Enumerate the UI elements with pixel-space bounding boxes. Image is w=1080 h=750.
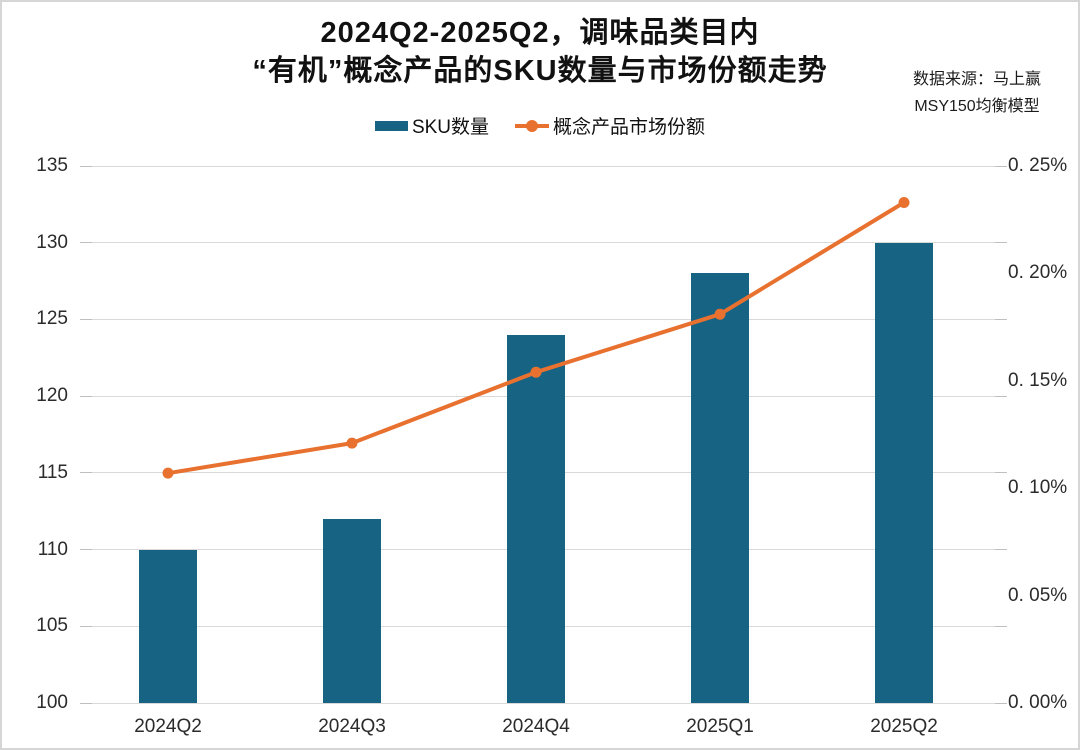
share-point-marker: [162, 467, 174, 479]
right-tick: [995, 702, 1007, 704]
left-axis-label: 100: [36, 692, 68, 713]
chart-title: 2024Q2-2025Q2，调味品类目内 “有机”概念产品的SKU数量与市场份额…: [2, 14, 1078, 90]
left-tick: [80, 472, 92, 474]
legend-label-share: 概念产品市场份额: [553, 117, 706, 138]
left-axis-label: 105: [36, 615, 68, 637]
left-axis-label: 130: [36, 231, 68, 253]
chart-legend: SKU数量 概念产品市场份额: [2, 112, 1078, 139]
data-source-line2: MSY150均衡模型: [914, 98, 1040, 115]
right-axis-label: 0. 00%: [1008, 692, 1068, 713]
sku-bar: [691, 273, 749, 703]
left-tick: [80, 395, 92, 397]
gridline: [92, 702, 995, 704]
x-axis-label: 2024Q3: [318, 716, 386, 737]
left-tick: [80, 242, 92, 244]
right-tick: [995, 242, 1007, 244]
x-axis-label: 2025Q1: [686, 716, 754, 737]
share-line: [166, 200, 906, 476]
legend-item-share: 概念产品市场份额: [515, 112, 705, 139]
left-axis-label: 135: [36, 155, 68, 176]
gridline: [92, 165, 995, 167]
legend-item-sku: SKU数量: [374, 112, 490, 139]
sku-bar: [507, 334, 565, 703]
x-axis-label: 2025Q2: [870, 716, 938, 737]
legend-label-sku: SKU数量: [411, 117, 490, 138]
line-dot-swatch-icon: [515, 119, 550, 132]
chart-title-line1: 2024Q2-2025Q2，调味品类目内: [320, 17, 760, 49]
left-tick: [80, 625, 92, 627]
right-tick: [995, 549, 1007, 551]
right-axis-label: 0. 05%: [1008, 584, 1068, 606]
sku-bar: [139, 549, 197, 703]
left-tick: [80, 549, 92, 551]
sku-bar: [323, 518, 381, 703]
share-point-marker: [530, 366, 542, 378]
x-axis-label: 2024Q2: [134, 716, 202, 737]
left-axis-label: 115: [37, 461, 68, 483]
data-source-line1: 数据来源：马上赢: [912, 71, 1041, 88]
sku-bar: [875, 242, 933, 703]
right-tick: [995, 318, 1007, 320]
left-tick: [80, 165, 92, 167]
left-tick: [80, 702, 92, 704]
gridline: [92, 242, 995, 244]
left-axis-label: 120: [36, 385, 68, 407]
data-source-note: 数据来源：马上赢 MSY150均衡模型: [888, 66, 1066, 120]
right-axis-label: 0. 20%: [1008, 262, 1068, 284]
right-axis-label: 0. 15%: [1008, 369, 1068, 391]
chart-title-line2: “有机”概念产品的SKU数量与市场份额走势: [252, 55, 828, 87]
right-tick: [995, 625, 1007, 627]
right-tick: [995, 165, 1007, 167]
gridline: [92, 318, 995, 320]
left-axis-label: 125: [36, 308, 68, 330]
share-point-marker: [714, 308, 726, 320]
share-point-marker: [898, 197, 910, 209]
bar-swatch-icon: [374, 120, 408, 131]
share-point-marker: [346, 437, 358, 449]
x-axis-label: 2024Q4: [502, 716, 570, 737]
right-tick: [995, 472, 1007, 474]
right-axis-label: 0. 10%: [1008, 477, 1068, 499]
left-axis-label: 110: [37, 538, 68, 560]
right-tick: [995, 395, 1007, 397]
left-tick: [80, 318, 92, 320]
right-axis-label: 0. 25%: [1008, 155, 1068, 176]
